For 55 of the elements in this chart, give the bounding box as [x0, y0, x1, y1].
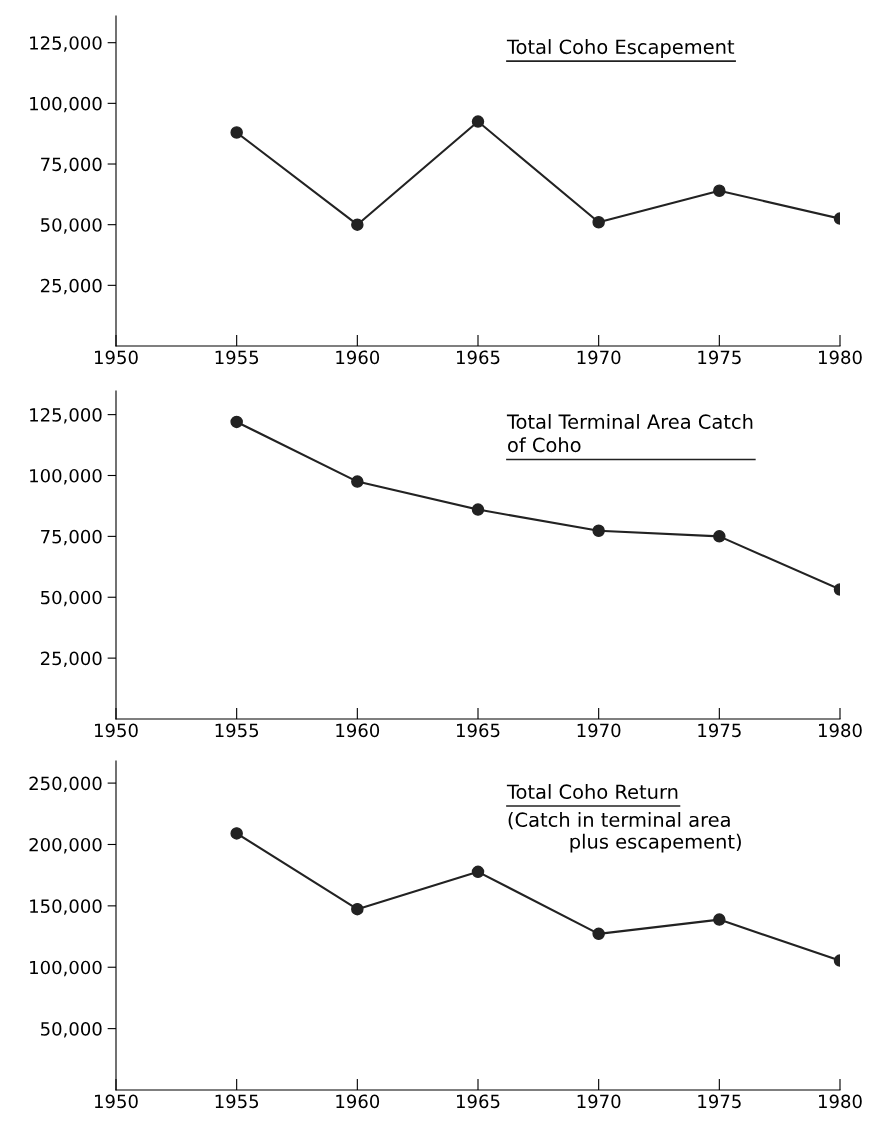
point: [230, 126, 243, 139]
y-tick-label: 75,000: [41, 157, 102, 173]
y-tick-label: 100,000: [30, 960, 102, 977]
y-tick-label: 200,000: [29, 837, 102, 854]
x-tick-label: 1950: [95, 723, 138, 738]
x-tick-label: 1955: [215, 1094, 259, 1109]
x-tick-label: 1965: [457, 1094, 500, 1109]
y-tick-label: 50,000: [41, 1022, 102, 1038]
y-tick-label: 250,000: [29, 776, 102, 793]
text: Total Terminal Area Catch of Coho: [506, 413, 753, 453]
point: [471, 503, 485, 516]
x-tick-label: 1975: [698, 723, 741, 738]
y-tick-label: 50,000: [41, 590, 102, 607]
y-tick-label: 25,000: [40, 651, 102, 668]
x-tick-label: 1950: [95, 350, 138, 365]
point: [713, 913, 726, 926]
point: [713, 184, 726, 197]
point: [592, 215, 605, 229]
y-tick-label: 150,000: [30, 899, 102, 915]
point: [230, 827, 243, 840]
x-tick-label: 1960: [336, 1094, 380, 1109]
x-tick-label: 1950: [95, 1094, 138, 1109]
point: [592, 524, 605, 538]
point: [713, 530, 726, 543]
y-tick-label: 125,000: [30, 408, 102, 424]
point: [471, 865, 485, 879]
x-tick-label: 1960: [336, 723, 380, 738]
point: [351, 475, 364, 488]
x-tick-label: 1955: [215, 350, 259, 365]
x-tick-label: 1960: [336, 350, 380, 365]
y-tick-label: 25,000: [40, 278, 102, 295]
text: Total Coho Return: [506, 784, 678, 800]
x-tick-label: 1965: [457, 350, 500, 365]
y-tick-label: 125,000: [30, 36, 102, 52]
point: [471, 115, 485, 128]
x-tick-label: 1970: [577, 723, 621, 738]
x-tick-label: 1965: [457, 723, 500, 738]
text: Total Coho Escapement: [506, 39, 735, 58]
x-tick-label: 1980: [819, 350, 862, 365]
x-tick-label: 1975: [698, 1094, 741, 1109]
x-tick-label: 1955: [215, 723, 259, 738]
point: [230, 415, 243, 429]
y-tick-label: 100,000: [30, 96, 102, 113]
x-tick-label: 1980: [819, 723, 862, 738]
x-tick-label: 1975: [698, 350, 741, 365]
point: [351, 902, 364, 916]
y-tick-label: 50,000: [41, 218, 102, 234]
x-tick-label: 1970: [577, 350, 621, 365]
y-tick-label: 100,000: [30, 468, 102, 485]
point: [351, 218, 364, 231]
x-tick-label: 1970: [577, 1094, 621, 1109]
x-tick-label: 1980: [819, 1094, 862, 1109]
y-tick-label: 75,000: [41, 529, 102, 546]
point: [592, 927, 605, 941]
text: (Catch in terminal area plus escapement): [508, 811, 741, 853]
